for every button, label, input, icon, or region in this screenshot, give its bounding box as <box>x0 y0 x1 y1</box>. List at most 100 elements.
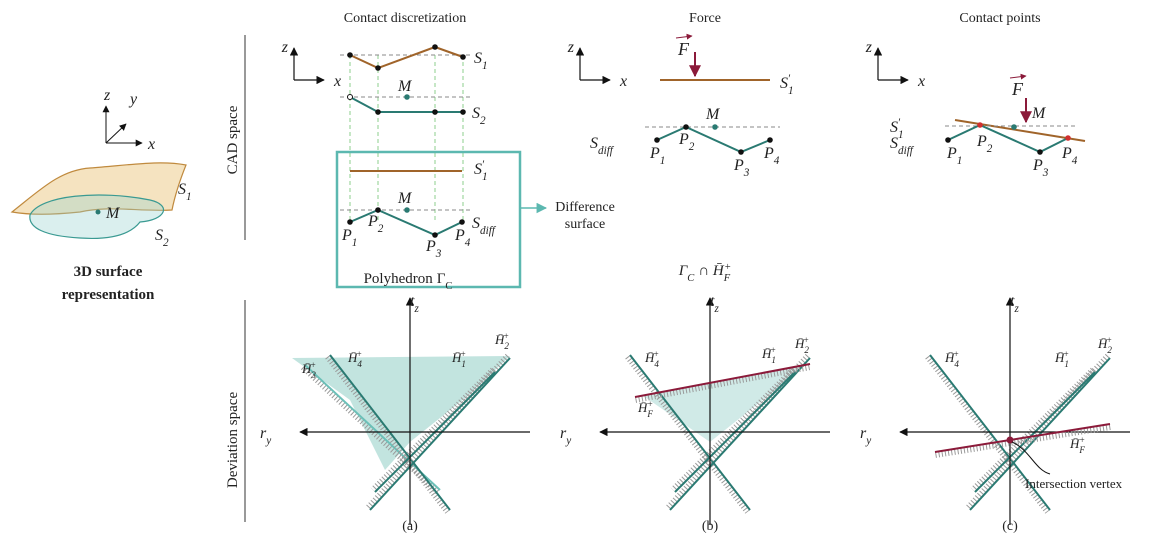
text-part: P <box>367 213 378 230</box>
text-part: S <box>474 50 482 67</box>
caption: ΓC∩ H̄F+ <box>678 262 732 284</box>
text-part: P <box>976 133 987 150</box>
text-part: P <box>946 145 957 162</box>
superscript: + <box>1079 435 1085 445</box>
label: Sdiff <box>472 215 497 237</box>
superscript: + <box>310 360 316 370</box>
column-title: Contact points <box>959 11 1040 26</box>
column-title: Force <box>689 11 721 26</box>
label: ry <box>260 425 271 447</box>
point <box>712 124 718 130</box>
label: F <box>677 39 690 59</box>
text-part: 3D surface <box>74 264 143 280</box>
superscript: + <box>1106 335 1112 345</box>
point <box>1065 135 1071 141</box>
text-part: representation <box>62 287 155 303</box>
caption: 3D surface <box>74 264 143 280</box>
subscript: 2 <box>987 143 993 155</box>
subscript: diff <box>598 145 615 157</box>
point <box>375 65 381 71</box>
subscript: 2 <box>1107 345 1112 355</box>
text-part: P <box>649 145 660 162</box>
subscript: C <box>687 273 695 284</box>
subscript: 2 <box>504 341 509 351</box>
superscript: + <box>503 331 509 341</box>
text-part: Γ <box>437 271 446 287</box>
point <box>347 219 353 225</box>
label: P3 <box>1032 157 1049 179</box>
label: S2 <box>472 105 486 127</box>
point <box>738 149 744 155</box>
subscript: diff <box>480 225 497 237</box>
text-part: Polyhedron <box>364 271 434 287</box>
figure: CAD space Deviation space zyxS1S2M3D sur… <box>0 0 1171 540</box>
subscript: 4 <box>1072 155 1078 167</box>
surface-diff <box>350 210 462 235</box>
text-part: z <box>281 39 289 56</box>
superscript: + <box>653 349 659 359</box>
label: x <box>147 136 155 153</box>
label: tz <box>1010 293 1019 315</box>
superscript: + <box>356 349 362 359</box>
point <box>432 232 438 238</box>
subscript: 2 <box>378 223 384 235</box>
subscript: y <box>865 435 871 447</box>
point <box>432 44 438 50</box>
label: tz <box>710 293 719 315</box>
subscript: z <box>713 303 719 315</box>
label: M <box>1031 105 1047 122</box>
point <box>460 54 466 60</box>
label: z <box>567 39 575 56</box>
text-part: Difference <box>555 200 615 215</box>
text-part: P <box>425 238 436 255</box>
label: z <box>865 39 873 56</box>
label: P4 <box>1061 145 1078 167</box>
subscript: 3 <box>743 167 750 179</box>
text-part: x <box>147 136 155 153</box>
difference-box <box>337 152 520 287</box>
subscript: F <box>723 273 731 284</box>
subscript: 2 <box>689 141 695 153</box>
text-part: (b) <box>702 519 719 534</box>
label: S1′ <box>780 73 794 97</box>
label: P2 <box>976 133 993 155</box>
label: M <box>105 205 121 222</box>
label: M <box>397 190 413 207</box>
subscript: 3 <box>435 248 442 260</box>
label: S2 <box>155 227 169 249</box>
text-part: P <box>733 157 744 174</box>
text-part: z <box>103 87 111 104</box>
text-part: P <box>678 131 689 148</box>
label: Sdiff <box>590 135 615 157</box>
text-part: S <box>590 135 598 152</box>
label: P1 <box>341 227 357 249</box>
superscript: + <box>460 349 466 359</box>
text-part: Intersection vertex <box>1025 476 1123 491</box>
label: Difference <box>555 200 615 215</box>
panel-label: (a) <box>402 519 418 534</box>
caption: representation <box>62 287 155 303</box>
point <box>404 94 410 100</box>
label: z <box>103 87 111 104</box>
text-part: P <box>454 227 465 244</box>
label: H̄2+ <box>794 335 809 355</box>
subscript: 1 <box>1064 359 1069 369</box>
label: P2 <box>367 213 384 235</box>
label: H̄1+ <box>1054 349 1069 369</box>
text-part: M <box>705 106 721 123</box>
label: P1 <box>946 145 962 167</box>
panel-label: (b) <box>702 519 719 534</box>
subscript: 1 <box>957 155 963 167</box>
text-part: S <box>155 227 163 244</box>
text-part: x <box>917 73 925 90</box>
label: S1 <box>474 50 488 72</box>
label: Intersection vertex <box>1025 476 1123 491</box>
label: H̄1+ <box>761 345 776 365</box>
text-part: P <box>763 145 774 162</box>
subscript: y <box>265 435 271 447</box>
text-part: x <box>333 73 341 90</box>
text-part: M <box>397 190 413 207</box>
surface-s1 <box>350 47 463 68</box>
text-part: S <box>178 181 186 198</box>
point <box>404 207 410 213</box>
